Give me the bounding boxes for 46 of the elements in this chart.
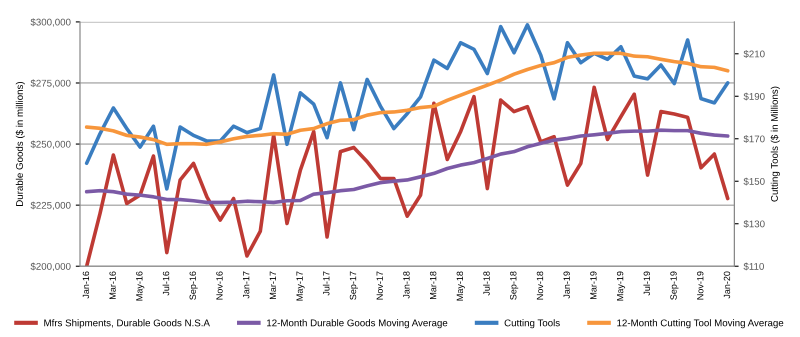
- y-axis-title: Durable Goods ($ in millions): [16, 82, 25, 206]
- x-tick-label: May-16: [136, 271, 144, 300]
- line-series: [84, 23, 730, 191]
- y-tick-label: $300,000: [30, 18, 71, 27]
- x-tick-label: Mar-19: [590, 272, 597, 299]
- legend-label: Mfrs Shipments, Durable Goods N.S.A: [44, 319, 210, 328]
- y2-tick-label: $150: [744, 178, 765, 186]
- y-tick-label: $200,000: [30, 262, 71, 271]
- x-tick-label: Jan-16: [82, 271, 90, 299]
- y2-tick-label: $210: [744, 50, 765, 58]
- x-tick-label: Jul-16: [162, 271, 170, 296]
- y-tick-label: $275,000: [30, 79, 71, 88]
- x-tick-label: Sep-19: [670, 272, 679, 300]
- y2-axis-title: Cutting Tools ($ in Millions): [770, 86, 780, 202]
- x-tick-label: May-19: [616, 272, 626, 300]
- x-tick-label: Jan-19: [563, 272, 570, 299]
- legend-label: 12-Month Cutting Tool Moving Average: [617, 319, 784, 328]
- legend-label: 12-Month Durable Goods Moving Average: [267, 319, 448, 328]
- y2-tick-label: $110: [744, 262, 764, 270]
- y-tick-label: $250,000: [30, 140, 71, 149]
- legend-label: Cutting Tools: [504, 319, 560, 328]
- x-tick-label: Jul-18: [483, 271, 490, 296]
- line-series: [84, 86, 730, 266]
- x-tick-label: May-17: [296, 272, 305, 300]
- x-tick-label: Nov-17: [376, 272, 383, 300]
- x-tick-label: Jan-18: [403, 271, 410, 299]
- x-tick-label: Mar-18: [430, 271, 436, 299]
- x-tick-label: Sep-16: [190, 271, 198, 300]
- x-tick-label: Nov-18: [536, 271, 544, 300]
- x-tick-label: Mar-17: [270, 272, 276, 299]
- y2-tick-label: $170: [744, 135, 765, 143]
- y-tick-label: $225,000: [30, 201, 71, 210]
- x-tick-label: Mar-16: [109, 271, 116, 299]
- x-tick-label: Jan-17: [243, 272, 250, 299]
- x-tick-label: Jan-20: [724, 271, 730, 299]
- x-tick-label: Jul-17: [322, 272, 330, 296]
- y2-tick-label: $130: [744, 220, 765, 228]
- x-tick-label: Sep-17: [350, 272, 358, 300]
- line-series: [84, 52, 730, 146]
- x-tick-label: Nov-16: [216, 271, 223, 300]
- line-series: [84, 128, 730, 204]
- x-tick-label: May-18: [456, 271, 465, 300]
- x-tick-label: Sep-18: [510, 271, 518, 300]
- x-tick-label: Jul-19: [643, 272, 650, 296]
- y2-tick-label: $190: [744, 92, 765, 100]
- x-tick-label: Nov-19: [697, 272, 704, 300]
